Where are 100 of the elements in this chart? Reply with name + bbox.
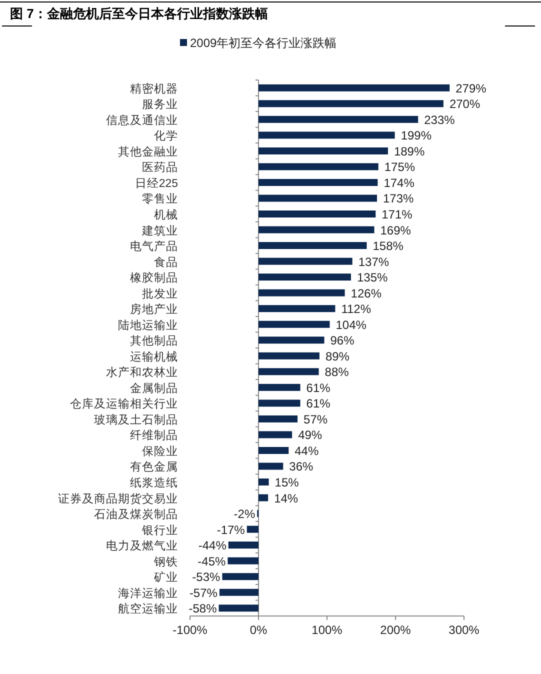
bar [258,163,378,170]
bar [258,132,395,139]
x-tick-label: 200% [380,623,412,637]
bar [258,289,345,296]
data-label: 57% [304,412,328,426]
data-label: -17% [216,522,246,537]
data-label: 15% [274,476,300,490]
y-tick-label: 有色金属 [130,460,178,474]
data-label: 89% [325,349,350,364]
y-tick-label: 纸浆造纸 [130,476,178,490]
x-tick-label: 300% [448,623,480,637]
y-tick-label: 化学 [154,130,178,143]
data-label: 199% [400,128,432,143]
y-tick-label: 精密机器 [130,81,178,96]
data-label: -57% [189,586,218,600]
y-tick-label: 批发业 [142,287,178,300]
data-label: 112% [341,302,372,316]
data-label: 49% [298,428,322,442]
data-label: 14% [274,491,298,506]
bar [258,384,300,391]
y-tick-label: 食品 [154,256,178,269]
data-label: 44% [294,444,319,458]
y-tick-label: 其他金融业 [118,145,178,158]
bar [258,147,388,154]
y-tick-label: 服务业 [142,98,178,112]
y-tick-label: 医药品 [142,161,178,174]
data-label: 175% [384,160,416,174]
y-tick-label: 证券及商品期货交易业 [58,491,178,506]
bar [258,116,418,123]
bar [258,274,351,281]
bar [258,178,378,186]
bar [258,446,289,454]
y-tick-label: 信息及通信业 [106,114,178,127]
y-tick-label: 纤维制品 [130,428,178,442]
bar [258,462,284,470]
y-tick-label: 玻璃及土石制品 [94,412,178,426]
data-label: -44% [198,538,227,553]
data-label: 61% [306,380,331,395]
data-label: 126% [350,286,382,300]
y-tick-label: 保险业 [142,444,178,458]
x-tick-label: 100% [312,623,343,637]
bar [228,557,258,564]
y-tick-label: 建筑业 [141,224,178,238]
chart-title: 图 7：金融危机后至今日本各行业指数涨跌幅 [10,6,268,21]
bar [222,573,258,580]
bar [258,336,324,344]
y-tick-label: 电气产品 [130,239,178,254]
bar [218,604,258,612]
y-tick-label: 陆地运输业 [118,318,178,332]
legend-label: 2009年初至今各行业涨跌幅 [190,36,337,50]
bar [258,478,269,486]
y-tick-label: 机械 [154,208,178,222]
data-label: 36% [289,460,314,474]
y-tick-label: 零售业 [142,192,178,206]
data-label: 270% [449,97,480,112]
bar [258,242,367,250]
bar [258,305,336,312]
data-label: -53% [192,570,221,584]
bar [228,542,258,549]
data-label: 171% [382,208,413,222]
data-label: 61% [306,396,331,411]
y-tick-label: 海洋运输业 [118,586,178,600]
y-tick-label: 橡胶制品 [130,270,178,285]
bar [258,494,268,502]
data-label: 135% [356,270,388,285]
bar [258,400,300,407]
y-tick-label: 仓库及运输相关行业 [70,396,178,411]
y-tick-label: 航空运输业 [118,602,178,616]
y-tick-label: 房地产业 [130,302,178,316]
bar [219,588,258,596]
y-tick-label: 石油及煤炭制品 [94,508,178,522]
data-label: -2% [234,507,256,522]
data-label: -45% [198,554,226,568]
y-tick-label: 钢铁 [153,555,178,568]
y-tick-label: 运输机械 [130,350,178,364]
bar [258,352,320,360]
data-label: 189% [394,144,425,158]
data-label: 88% [324,365,350,380]
data-label: -58% [188,602,218,616]
bar [258,84,450,92]
data-label: 169% [380,223,412,238]
data-label: 233% [424,112,456,127]
data-label: 96% [330,334,355,348]
y-tick-label: 其他制品 [130,334,178,348]
bar [258,320,330,328]
x-tick-label: 0% [250,623,268,637]
data-label: 174% [384,176,415,190]
bar [258,258,352,265]
bar [258,226,374,234]
bar [246,526,258,533]
bar [258,368,319,376]
bar [258,431,292,438]
bar [258,194,378,202]
y-tick-label: 电力及燃气业 [106,540,178,553]
y-tick-label: 银行业 [141,524,178,537]
bar [258,210,376,218]
bar [258,100,444,108]
data-label: 104% [336,318,367,332]
data-label: 279% [456,81,487,96]
data-label: 137% [358,254,390,269]
